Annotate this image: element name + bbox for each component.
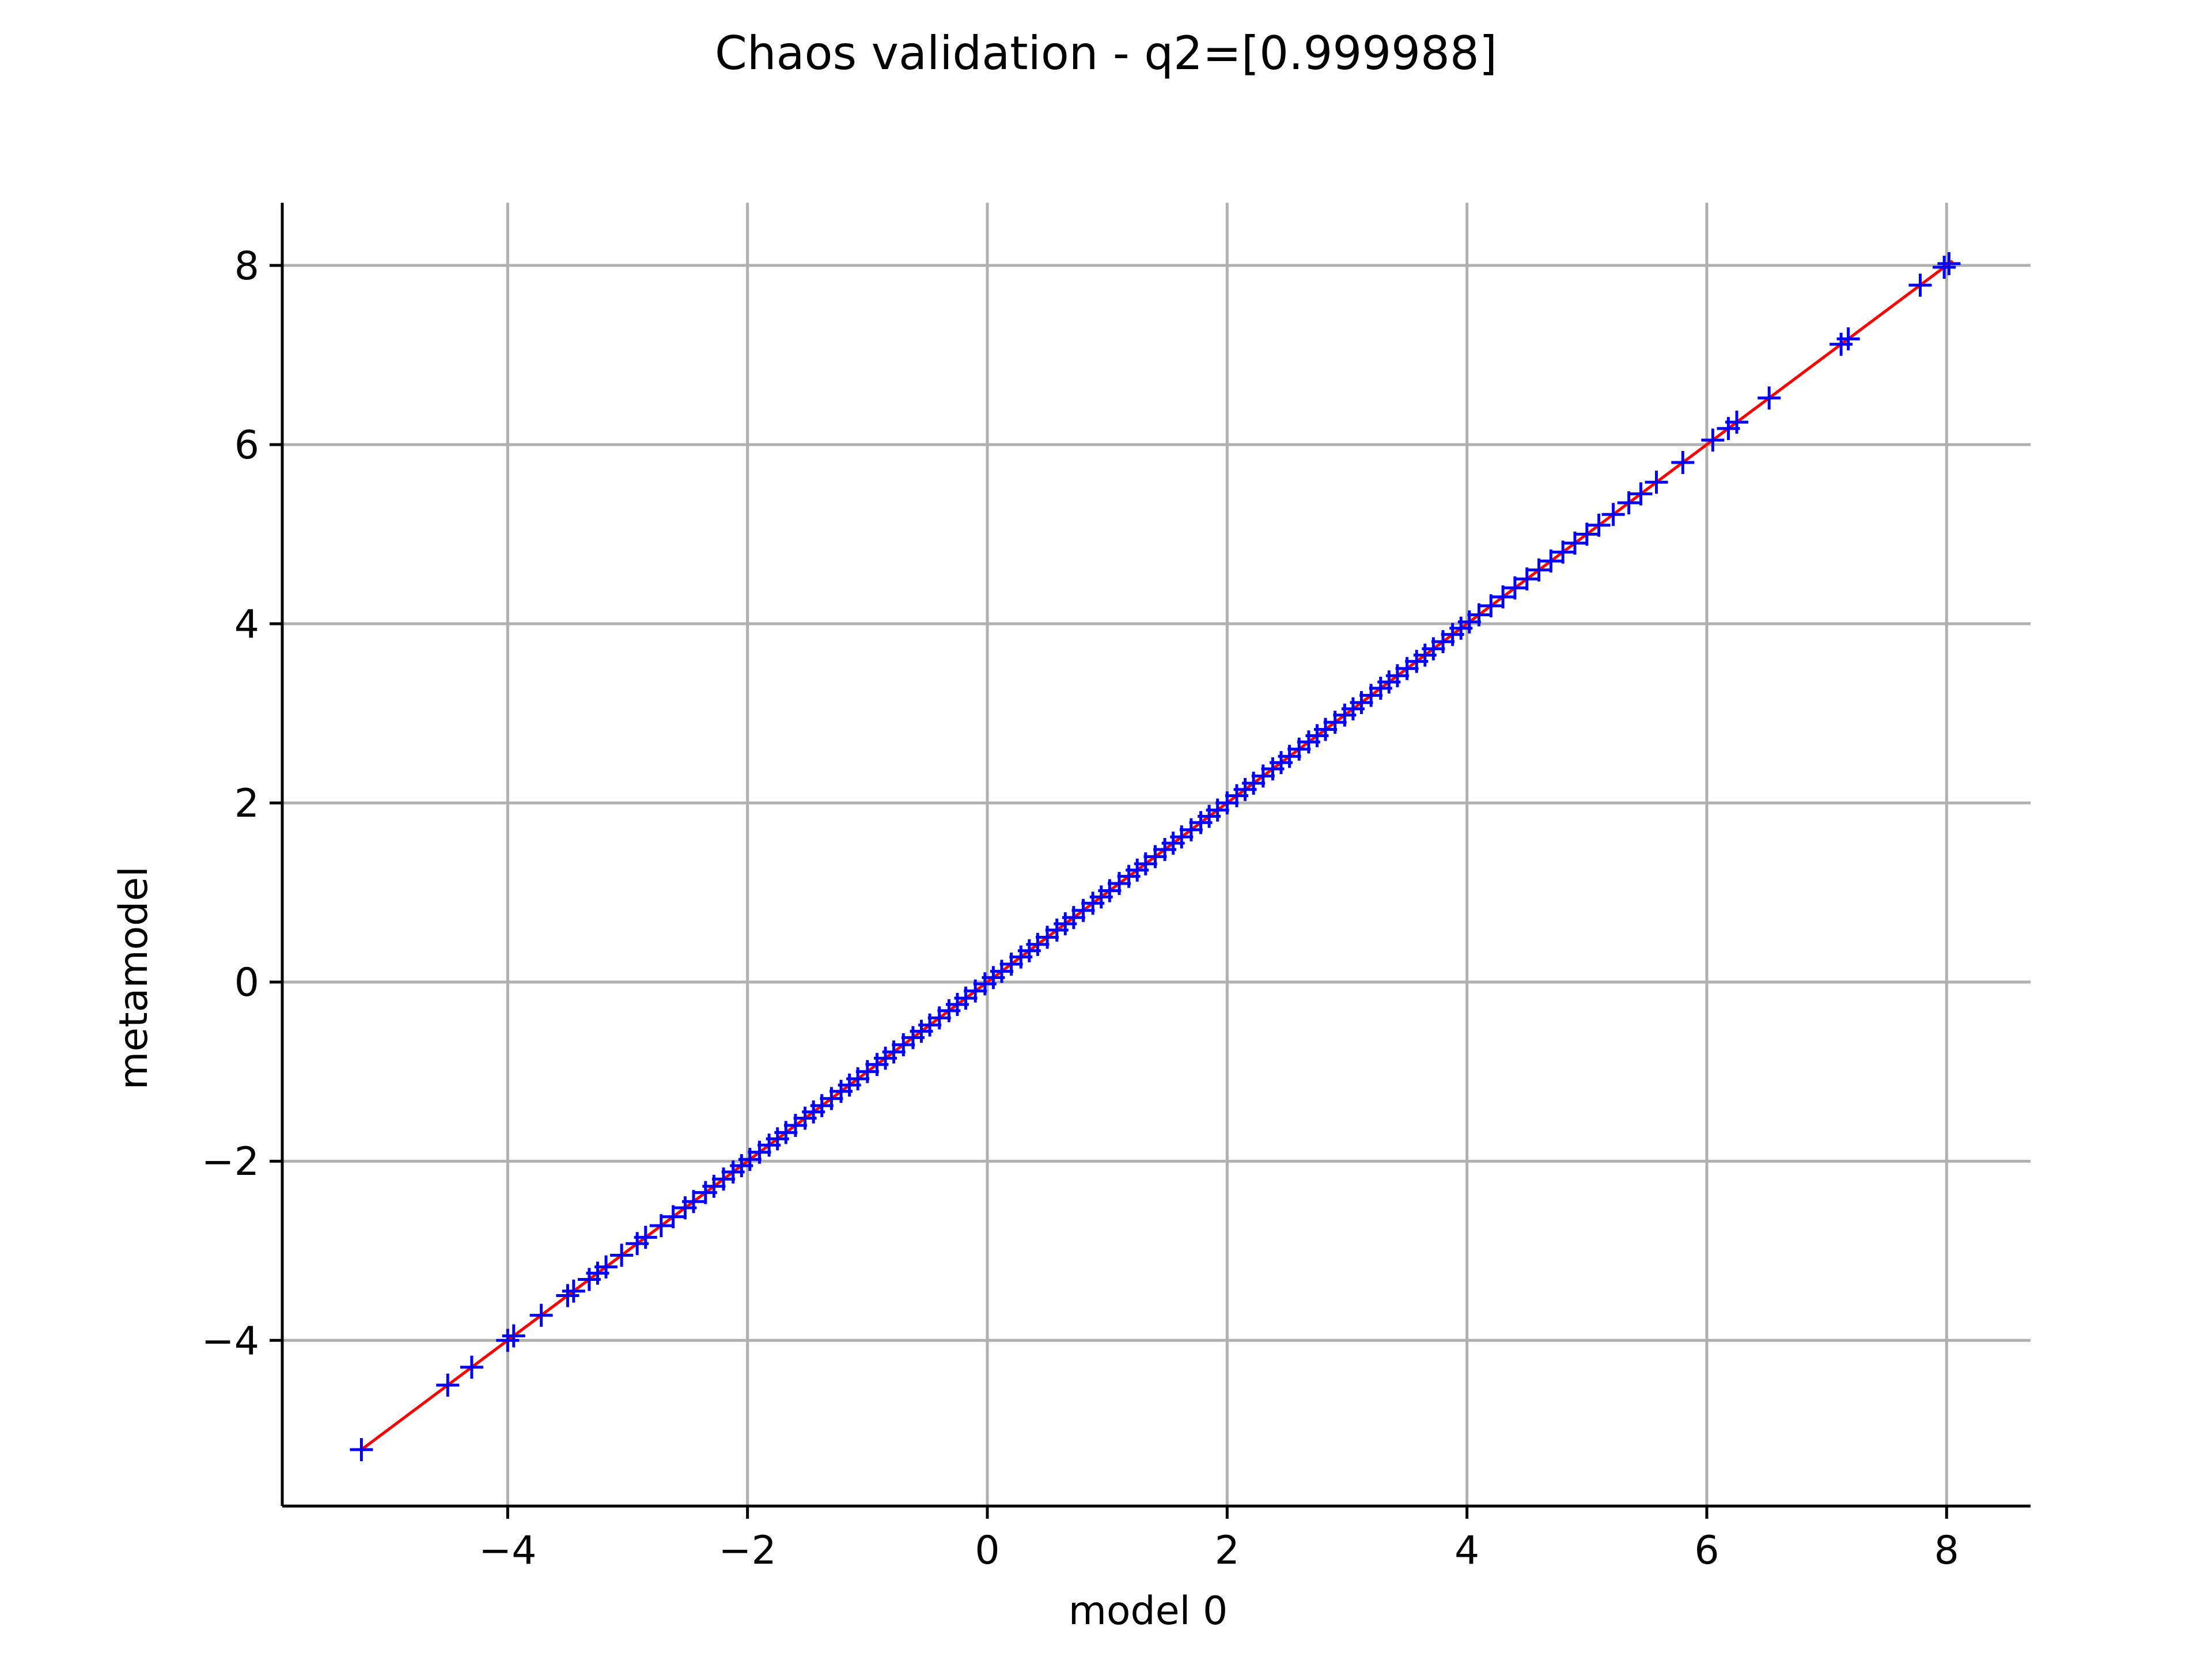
y-tick-label-3: 2 [234,781,259,826]
data-point [436,1374,460,1397]
data-point [562,1279,585,1303]
data-point [1937,252,1961,275]
data-point [649,1214,673,1238]
data-point [1515,567,1539,591]
data-point [1563,532,1586,555]
x-tick-label-5: 6 [1694,1528,1719,1573]
data-point [1503,576,1527,600]
y-tick-label-2: 0 [234,960,259,1006]
chart-title: Chaos validation - q2=[0.999988] [715,26,1497,80]
data-point [1933,255,1956,279]
x-tick-label-3: 2 [1215,1528,1240,1573]
data-point [1587,513,1611,537]
data-point [496,1329,520,1352]
data-point [1836,327,1860,351]
data-point [1629,482,1653,506]
y-tick-label-0: −4 [202,1318,259,1364]
grid-layer [282,203,2031,1506]
data-point [460,1355,483,1379]
data-point [634,1226,657,1249]
data-point [682,1190,705,1213]
ticks-layer: −4 −2 0 2 4 6 8 −4 −2 0 2 4 6 8 [202,244,1959,1573]
data-point [1725,411,1748,434]
x-tick-label-6: 8 [1934,1528,1959,1573]
data-point [1617,491,1641,515]
data-point [556,1284,579,1307]
x-axis-label: model 0 [1069,1588,1228,1634]
data-point [1908,274,1932,297]
data-point [1601,503,1625,526]
y-axis-label: metamodel [111,866,157,1090]
data-point [1551,540,1575,564]
data-point [502,1324,525,1348]
data-point [1701,428,1725,452]
data-point [1671,451,1695,475]
y-tick-label-1: −2 [202,1139,259,1185]
data-point [1527,558,1551,582]
data-point [1539,549,1563,573]
axes-layer [281,203,2031,1508]
data-point [1467,603,1491,627]
data-point [1575,522,1599,546]
data-point [350,1438,373,1462]
x-tick-label-4: 4 [1455,1528,1479,1573]
y-tick-label-4: 4 [234,602,259,647]
y-tick-label-5: 6 [234,423,259,468]
data-point [594,1255,618,1279]
data-point [661,1205,685,1228]
data-point [529,1303,553,1327]
scatter-points-layer [350,252,1961,1462]
data-point [1645,471,1668,494]
data-point [610,1243,634,1267]
data-point [1491,585,1515,609]
x-tick-label-0: −4 [479,1528,536,1573]
x-tick-label-1: −2 [719,1528,777,1573]
y-tick-label-6: 8 [234,244,259,289]
x-tick-label-2: 0 [975,1528,999,1573]
data-point [1758,386,1781,410]
data-point [1479,594,1503,617]
